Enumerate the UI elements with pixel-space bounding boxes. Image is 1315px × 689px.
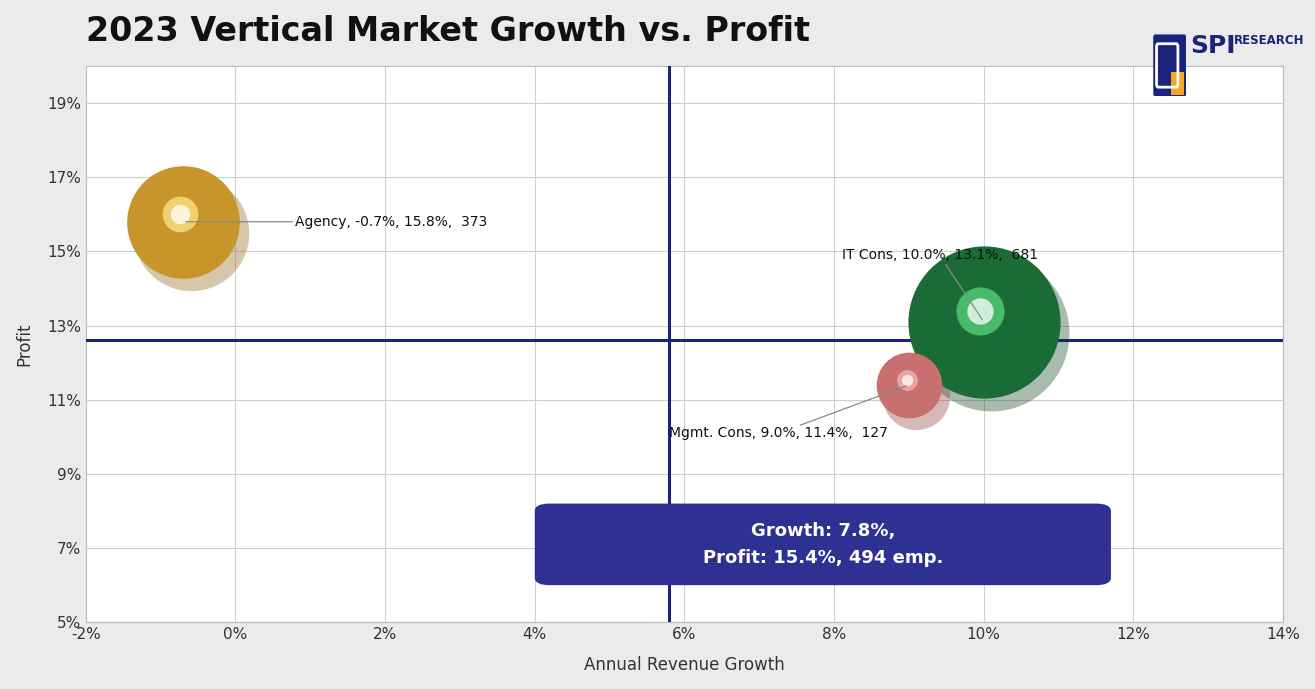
Point: [973, 316, 994, 327]
Point: [170, 208, 191, 219]
Bar: [1172, 72, 1184, 95]
Text: 2023 Vertical Market Growth vs. Profit: 2023 Vertical Market Growth vs. Profit: [85, 15, 810, 48]
Point: [170, 208, 191, 219]
Point: [897, 375, 918, 386]
X-axis label: Annual Revenue Growth: Annual Revenue Growth: [584, 656, 785, 674]
Text: Agency, -0.7%, 15.8%,  373: Agency, -0.7%, 15.8%, 373: [185, 215, 488, 229]
Text: RESEARCH: RESEARCH: [1233, 34, 1304, 48]
FancyBboxPatch shape: [535, 504, 1111, 585]
Point: [180, 227, 201, 238]
Point: [981, 327, 1002, 338]
Y-axis label: Profit: Profit: [14, 322, 33, 366]
Point: [969, 305, 990, 316]
Text: SPI: SPI: [1190, 34, 1236, 59]
FancyBboxPatch shape: [1153, 34, 1186, 96]
Point: [969, 305, 990, 316]
Text: IT Cons, 10.0%, 13.1%,  681: IT Cons, 10.0%, 13.1%, 681: [842, 248, 1038, 320]
Point: [897, 375, 918, 386]
Point: [906, 391, 927, 402]
Point: [898, 380, 919, 391]
Text: Growth: 7.8%,
Profit: 15.4%, 494 emp.: Growth: 7.8%, Profit: 15.4%, 494 emp.: [702, 522, 943, 566]
Text: Mgmt. Cons, 9.0%, 11.4%,  127: Mgmt. Cons, 9.0%, 11.4%, 127: [669, 386, 906, 440]
Point: [172, 216, 193, 227]
